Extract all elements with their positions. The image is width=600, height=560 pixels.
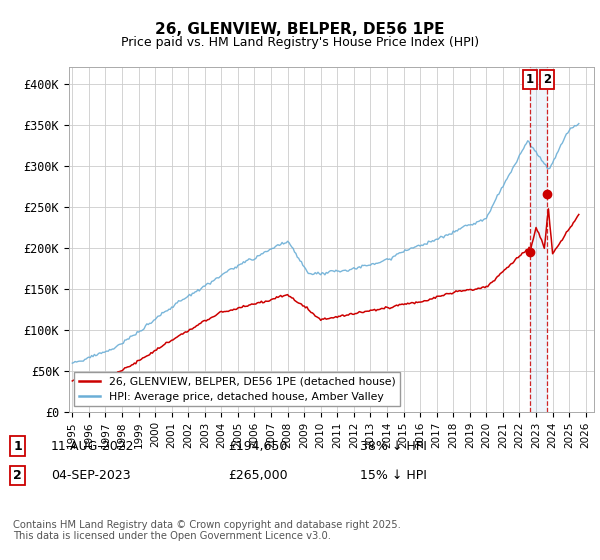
Text: 2: 2	[13, 469, 22, 482]
Text: 1: 1	[526, 73, 534, 86]
Legend: 26, GLENVIEW, BELPER, DE56 1PE (detached house), HPI: Average price, detached ho: 26, GLENVIEW, BELPER, DE56 1PE (detached…	[74, 372, 400, 406]
Text: Price paid vs. HM Land Registry's House Price Index (HPI): Price paid vs. HM Land Registry's House …	[121, 36, 479, 49]
Text: 15% ↓ HPI: 15% ↓ HPI	[360, 469, 427, 482]
Text: 1: 1	[13, 440, 22, 452]
Text: Contains HM Land Registry data © Crown copyright and database right 2025.
This d: Contains HM Land Registry data © Crown c…	[13, 520, 401, 542]
Text: 04-SEP-2023: 04-SEP-2023	[51, 469, 131, 482]
Text: 2: 2	[543, 73, 551, 86]
Text: 11-AUG-2022: 11-AUG-2022	[51, 440, 134, 452]
Text: £194,650: £194,650	[228, 440, 287, 452]
Text: £265,000: £265,000	[228, 469, 287, 482]
Text: 26, GLENVIEW, BELPER, DE56 1PE: 26, GLENVIEW, BELPER, DE56 1PE	[155, 22, 445, 38]
Bar	[530, 67, 547, 412]
Text: 38% ↓ HPI: 38% ↓ HPI	[360, 440, 427, 452]
